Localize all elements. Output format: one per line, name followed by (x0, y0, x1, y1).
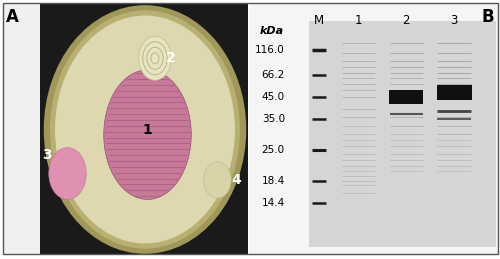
Text: 35.0: 35.0 (262, 114, 285, 124)
Bar (2, 3, 40, 254)
Ellipse shape (139, 36, 171, 80)
Text: 14.4: 14.4 (262, 198, 285, 208)
Text: 18.4: 18.4 (262, 176, 285, 186)
Ellipse shape (44, 5, 246, 254)
Ellipse shape (204, 162, 231, 198)
Bar (436, 85, 472, 100)
Bar (340, 21, 377, 247)
Ellipse shape (104, 70, 191, 199)
Text: 4: 4 (232, 173, 241, 187)
Ellipse shape (50, 10, 240, 249)
Ellipse shape (55, 16, 235, 243)
Text: 66.2: 66.2 (262, 70, 285, 80)
Bar (389, 90, 424, 104)
Bar (436, 21, 472, 247)
Text: 1: 1 (142, 123, 152, 136)
Text: 25.0: 25.0 (262, 145, 285, 155)
Bar (40, 3, 248, 254)
Text: B: B (482, 8, 494, 26)
Text: 3: 3 (42, 148, 51, 162)
Text: 2: 2 (166, 51, 176, 65)
Text: A: A (6, 8, 19, 26)
Text: M: M (314, 15, 324, 27)
Text: 116.0: 116.0 (255, 45, 285, 55)
Text: 45.0: 45.0 (262, 92, 285, 102)
Bar (248, 3, 499, 254)
Bar (388, 21, 424, 247)
Ellipse shape (49, 148, 86, 199)
Text: kDa: kDa (260, 26, 283, 36)
Text: 2: 2 (402, 15, 410, 27)
Text: 3: 3 (450, 15, 458, 27)
Text: 1: 1 (355, 15, 362, 27)
Bar (308, 21, 496, 247)
